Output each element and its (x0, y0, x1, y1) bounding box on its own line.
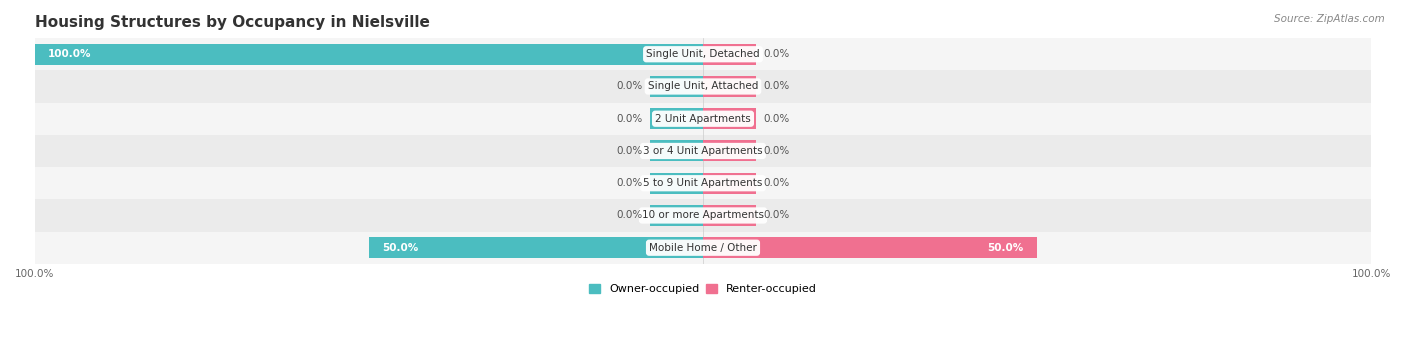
Bar (368, 237, 703, 258)
Bar (35, 232, 1371, 264)
Bar (35, 38, 1371, 70)
Text: 0.0%: 0.0% (617, 114, 643, 124)
Bar (703, 108, 756, 129)
Bar (703, 173, 756, 194)
Bar (35, 103, 1371, 135)
Text: 5 to 9 Unit Apartments: 5 to 9 Unit Apartments (644, 178, 762, 188)
Text: 50.0%: 50.0% (987, 243, 1024, 253)
Bar (650, 140, 703, 161)
Text: 0.0%: 0.0% (617, 146, 643, 156)
Text: 0.0%: 0.0% (763, 146, 789, 156)
Text: 2 Unit Apartments: 2 Unit Apartments (655, 114, 751, 124)
Text: Single Unit, Detached: Single Unit, Detached (647, 49, 759, 59)
Text: 100.0%: 100.0% (48, 49, 91, 59)
Text: Source: ZipAtlas.com: Source: ZipAtlas.com (1274, 14, 1385, 24)
Text: 0.0%: 0.0% (763, 178, 789, 188)
Bar (650, 205, 703, 226)
Text: 0.0%: 0.0% (763, 81, 789, 91)
Bar (650, 108, 703, 129)
Bar (703, 76, 756, 97)
Text: Single Unit, Attached: Single Unit, Attached (648, 81, 758, 91)
Bar (35, 167, 1371, 199)
Text: 10 or more Apartments: 10 or more Apartments (643, 210, 763, 221)
Text: Mobile Home / Other: Mobile Home / Other (650, 243, 756, 253)
Bar (650, 173, 703, 194)
Bar (35, 199, 1371, 232)
Text: 0.0%: 0.0% (617, 81, 643, 91)
Text: Housing Structures by Occupancy in Nielsville: Housing Structures by Occupancy in Niels… (35, 15, 430, 30)
Bar (703, 237, 1038, 258)
Bar (35, 135, 1371, 167)
Text: 0.0%: 0.0% (617, 178, 643, 188)
Bar (35, 70, 1371, 103)
Text: 0.0%: 0.0% (763, 114, 789, 124)
Text: 50.0%: 50.0% (382, 243, 419, 253)
Bar (35, 44, 703, 65)
Text: 0.0%: 0.0% (617, 210, 643, 221)
Text: 0.0%: 0.0% (763, 49, 789, 59)
Bar (703, 140, 756, 161)
Legend: Owner-occupied, Renter-occupied: Owner-occupied, Renter-occupied (585, 280, 821, 299)
Bar (650, 76, 703, 97)
Bar (703, 205, 756, 226)
Text: 0.0%: 0.0% (763, 210, 789, 221)
Text: 3 or 4 Unit Apartments: 3 or 4 Unit Apartments (643, 146, 763, 156)
Bar (703, 44, 756, 65)
